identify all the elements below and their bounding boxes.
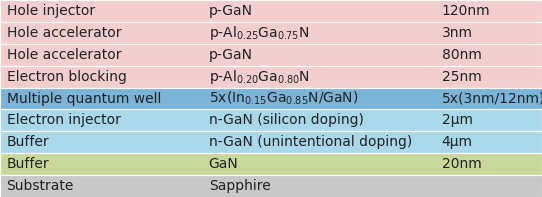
FancyBboxPatch shape (0, 66, 542, 87)
Text: 2μm: 2μm (442, 113, 473, 127)
Text: Hole accelerator: Hole accelerator (7, 48, 121, 62)
Text: Buffer: Buffer (7, 135, 49, 149)
Text: 5x(In$_{0.15}$Ga$_{0.85}$N/GaN): 5x(In$_{0.15}$Ga$_{0.85}$N/GaN) (209, 90, 358, 107)
Text: n-GaN (unintentional doping): n-GaN (unintentional doping) (209, 135, 412, 149)
Text: 80nm: 80nm (442, 48, 482, 62)
Text: 120nm: 120nm (442, 4, 491, 18)
FancyBboxPatch shape (0, 87, 542, 110)
Text: p-GaN: p-GaN (209, 4, 253, 18)
Text: GaN: GaN (209, 157, 238, 171)
FancyBboxPatch shape (0, 110, 542, 131)
FancyBboxPatch shape (0, 22, 542, 44)
Text: 4μm: 4μm (442, 135, 473, 149)
FancyBboxPatch shape (0, 0, 542, 22)
Text: 20nm: 20nm (442, 157, 481, 171)
Text: p-Al$_{0.25}$Ga$_{0.75}$N: p-Al$_{0.25}$Ga$_{0.75}$N (209, 24, 309, 42)
FancyBboxPatch shape (0, 44, 542, 66)
Text: n-GaN (silicon doping): n-GaN (silicon doping) (209, 113, 364, 127)
Text: Hole accelerator: Hole accelerator (7, 26, 121, 40)
Text: Substrate: Substrate (7, 179, 74, 193)
Text: Sapphire: Sapphire (209, 179, 270, 193)
Text: p-Al$_{0.20}$Ga$_{0.80}$N: p-Al$_{0.20}$Ga$_{0.80}$N (209, 68, 309, 86)
Text: Electron blocking: Electron blocking (7, 70, 126, 84)
FancyBboxPatch shape (0, 153, 542, 175)
Text: Multiple quantum well: Multiple quantum well (7, 91, 161, 106)
FancyBboxPatch shape (0, 175, 542, 197)
Text: 5x(3nm/12nm): 5x(3nm/12nm) (442, 91, 542, 106)
Text: Electron injector: Electron injector (7, 113, 120, 127)
Text: Hole injector: Hole injector (7, 4, 95, 18)
Text: p-GaN: p-GaN (209, 48, 253, 62)
Text: 3nm: 3nm (442, 26, 473, 40)
Text: Buffer: Buffer (7, 157, 49, 171)
Text: 25nm: 25nm (442, 70, 481, 84)
FancyBboxPatch shape (0, 131, 542, 153)
